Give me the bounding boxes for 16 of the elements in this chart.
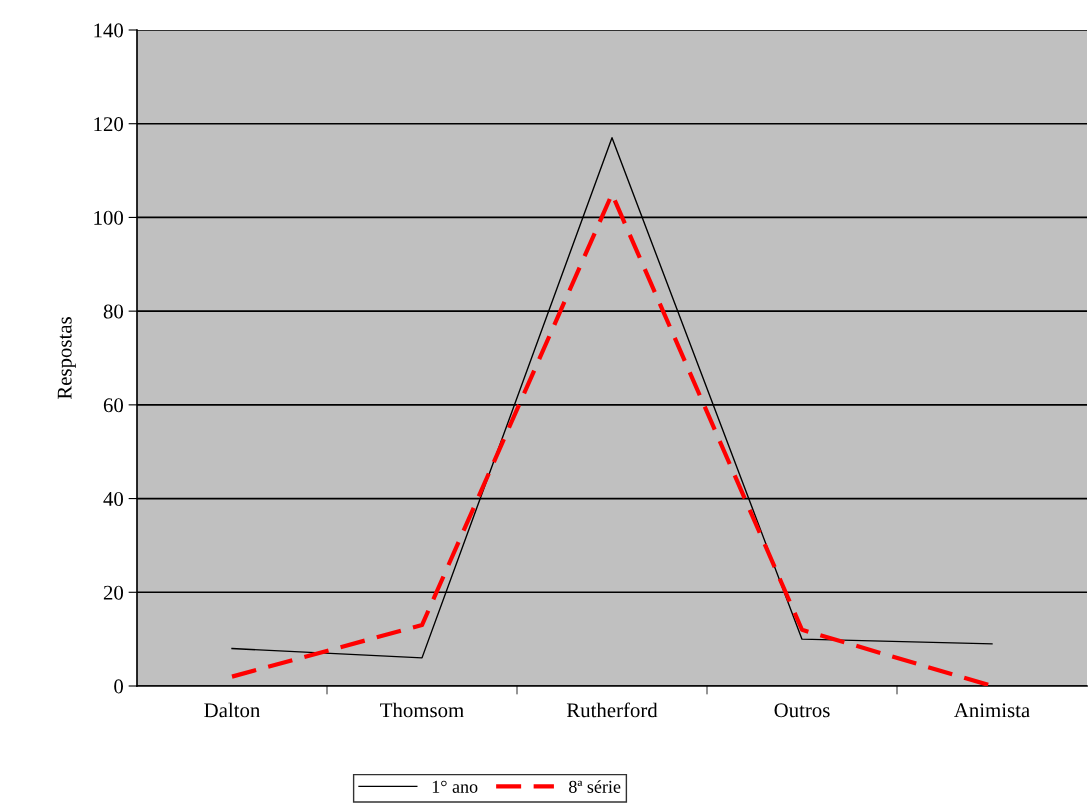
y-tick-label: 0 [114, 679, 124, 694]
y-tick-label: 100 [94, 210, 124, 225]
x-tick-label: Dalton [204, 702, 261, 718]
legend-label: 8ª série [569, 780, 621, 793]
x-tick-label: Outros [774, 703, 830, 718]
y-tick-label: 120 [94, 117, 124, 132]
x-tick-label: Thomsom [380, 702, 464, 718]
x-tick-label: Animista [954, 703, 1030, 718]
y-tick-label: 20 [103, 585, 124, 600]
y-tick-label: 60 [103, 398, 124, 413]
y-tick-label: 80 [103, 304, 124, 319]
x-tick-label: Rutherford [566, 702, 658, 718]
y-tick-label: 40 [103, 491, 124, 506]
y-tick-label: 140 [94, 23, 124, 38]
legend-label: 1° ano [432, 780, 478, 793]
y-axis-title: Respostas [57, 317, 76, 400]
